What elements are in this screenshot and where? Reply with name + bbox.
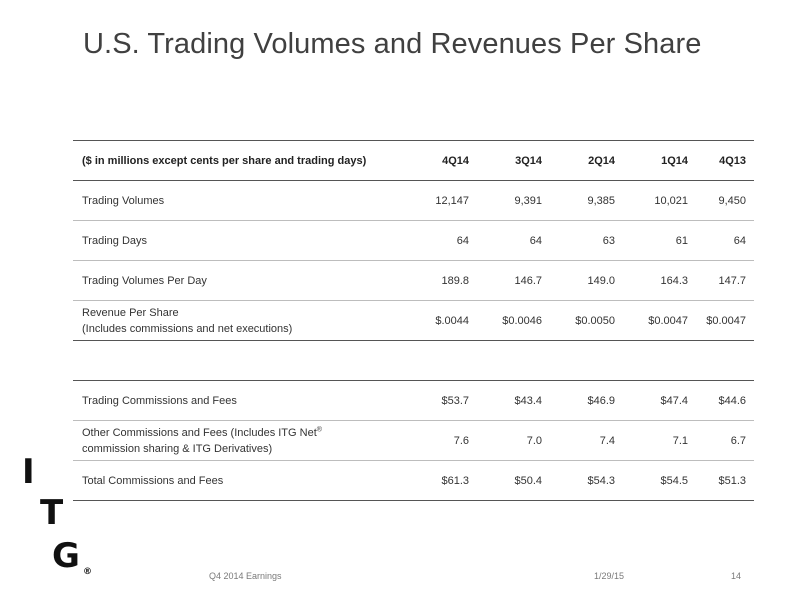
table-row: Trading Days 64 64 63 61 64 — [73, 221, 754, 261]
row-label-main: Revenue Per Share — [82, 306, 179, 319]
units-header: ($ in millions except cents per share an… — [82, 154, 367, 167]
cell-value: 9,450 — [718, 194, 746, 207]
cell-value: $0.0046 — [502, 314, 542, 327]
logo-letter-t: T — [40, 493, 64, 533]
cell-value: 9,391 — [514, 194, 542, 207]
column-header-4q14: 4Q14 — [442, 154, 469, 167]
cell-value: $0.0047 — [648, 314, 688, 327]
itg-logo: I T G ® — [22, 455, 102, 580]
table-header-row: ($ in millions except cents per share an… — [73, 140, 754, 181]
cell-value: 12,147 — [435, 194, 469, 207]
column-header-4q13: 4Q13 — [719, 154, 746, 167]
slide-title: U.S. Trading Volumes and Revenues Per Sh… — [83, 28, 702, 60]
row-label: Total Commissions and Fees — [82, 474, 224, 487]
cell-value: 7.1 — [672, 434, 688, 447]
cell-value: 164.3 — [660, 274, 688, 287]
cell-value: $61.3 — [441, 474, 469, 487]
table-row: Trading Commissions and Fees $53.7 $43.4… — [73, 381, 754, 421]
cell-value: 189.8 — [441, 274, 469, 287]
cell-value: 146.7 — [514, 274, 542, 287]
cell-value: 64 — [529, 234, 542, 247]
cell-value: $54.3 — [587, 474, 615, 487]
cell-value: 63 — [602, 234, 615, 247]
cell-value: 7.4 — [599, 434, 615, 447]
row-label: Trading Commissions and Fees — [82, 394, 237, 407]
cell-value: 64 — [733, 234, 746, 247]
row-label: Revenue Per Share (Includes commissions … — [73, 301, 404, 341]
cell-value: 147.7 — [718, 274, 746, 287]
footer-event: Q4 2014 Earnings — [209, 571, 282, 581]
logo-letter-i: I — [22, 452, 35, 492]
cell-value: $51.3 — [718, 474, 746, 487]
row-label-main: Other Commissions and Fees (Includes ITG… — [82, 426, 317, 439]
table-row: Other Commissions and Fees (Includes ITG… — [73, 421, 754, 461]
table-spacer — [73, 341, 754, 381]
column-header-2q14: 2Q14 — [588, 154, 615, 167]
row-label-sub: (Includes commissions and net executions… — [82, 322, 293, 335]
cell-value: $50.4 — [514, 474, 542, 487]
cell-value: $46.9 — [587, 394, 615, 407]
registered-mark: ® — [316, 425, 322, 433]
logo-letter-g: G — [52, 536, 80, 576]
cell-value: $44.6 — [718, 394, 746, 407]
cell-value: 7.6 — [453, 434, 469, 447]
cell-value: 7.0 — [526, 434, 542, 447]
footer-date: 1/29/15 — [594, 571, 625, 581]
financial-table: ($ in millions except cents per share an… — [73, 140, 754, 501]
cell-value: 10,021 — [654, 194, 688, 207]
column-header-1q14: 1Q14 — [661, 154, 688, 167]
footer-page-number: 14 — [731, 571, 742, 581]
row-label: Other Commissions and Fees (Includes ITG… — [73, 421, 404, 461]
cell-value: 149.0 — [587, 274, 615, 287]
cell-value: 9,385 — [587, 194, 615, 207]
cell-value: $0.0050 — [575, 314, 615, 327]
cell-value: $53.7 — [441, 394, 469, 407]
cell-value: $.0044 — [435, 314, 469, 327]
cell-value: 64 — [456, 234, 469, 247]
table-row: Revenue Per Share (Includes commissions … — [73, 301, 754, 341]
cell-value: $0.0047 — [706, 314, 746, 327]
cell-value: 6.7 — [730, 434, 746, 447]
table-row: Trading Volumes Per Day 189.8 146.7 149.… — [73, 261, 754, 301]
row-label: Trading Volumes — [82, 194, 165, 207]
row-label: Trading Days — [82, 234, 148, 247]
row-label-sub: commission sharing & ITG Derivatives) — [82, 442, 273, 455]
table-row: Trading Volumes 12,147 9,391 9,385 10,02… — [73, 181, 754, 221]
column-header-3q14: 3Q14 — [515, 154, 542, 167]
table-row: Total Commissions and Fees $61.3 $50.4 $… — [73, 461, 754, 501]
logo-registered-mark: ® — [83, 567, 92, 577]
cell-value: $54.5 — [660, 474, 688, 487]
cell-value: $43.4 — [514, 394, 542, 407]
cell-value: $47.4 — [660, 394, 688, 407]
row-label: Trading Volumes Per Day — [82, 274, 207, 287]
cell-value: 61 — [675, 234, 688, 247]
